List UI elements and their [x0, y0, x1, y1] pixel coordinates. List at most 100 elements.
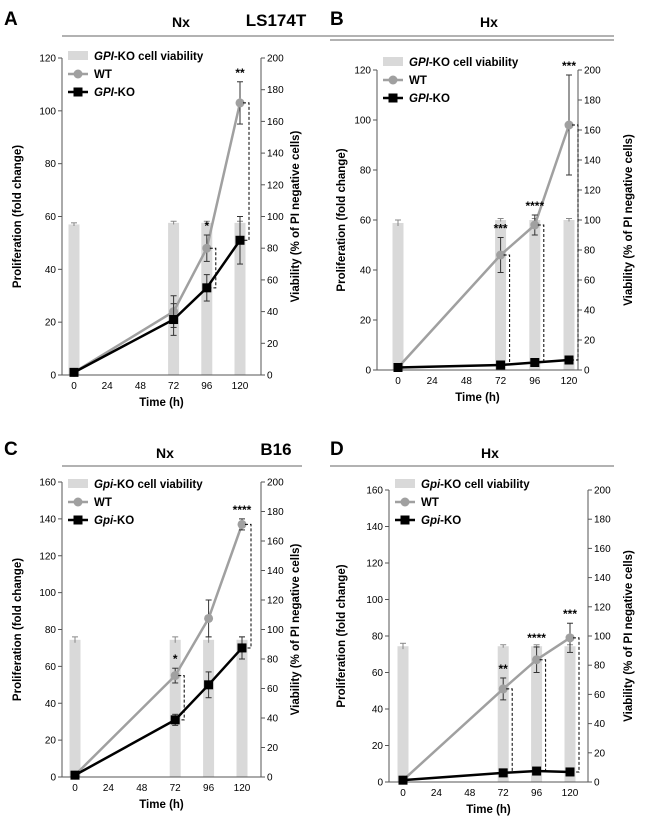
y-tick-label: 20 [45, 736, 57, 747]
ko-point [70, 770, 80, 780]
y-tick-label: 120 [366, 559, 383, 570]
y-tick-label: 160 [366, 486, 383, 497]
viability-bar [69, 639, 81, 777]
significance-label: ** [235, 66, 245, 80]
y2-tick-label: 200 [267, 54, 284, 65]
y-tick-label: 20 [360, 316, 372, 327]
y2-tick-label: 200 [584, 66, 601, 77]
legend-bars-label: GPI-KO cell viability [409, 57, 519, 69]
y-tick-label: 120 [354, 66, 371, 77]
y-axis-title: Proliferation (fold change) [336, 148, 348, 291]
y-tick-label: 40 [45, 699, 57, 710]
legend-ko-label: Gpi-KO [94, 515, 134, 527]
ko-line [74, 647, 243, 777]
y2-tick-label: 40 [267, 714, 279, 725]
y2-axis-title: Viability (% of PI negative cells) [290, 543, 302, 715]
y2-tick-label: 180 [267, 85, 284, 96]
viability-bar [203, 639, 215, 777]
viability-bar [169, 639, 181, 777]
y2-tick-label: 60 [594, 690, 606, 701]
significance-bracket [537, 224, 545, 363]
legend-gene-name: GPI [94, 51, 115, 63]
y-tick-label: 0 [377, 778, 383, 789]
legend-wt-label: WT [409, 75, 427, 87]
y-tick-label: 40 [360, 266, 372, 277]
y2-tick-label: 0 [594, 778, 600, 789]
y-tick-label: 100 [39, 588, 56, 599]
y2-tick-label: 100 [594, 632, 611, 643]
ko-line [397, 358, 570, 369]
significance-bracket [503, 254, 511, 366]
wt-point [565, 633, 575, 643]
condition-label: Nx [172, 14, 190, 30]
condition-label: Hx [481, 445, 499, 461]
y-tick-label: 160 [39, 478, 56, 489]
condition-label: Hx [480, 14, 498, 30]
y2-tick-label: 0 [267, 371, 273, 382]
viability-bar [397, 646, 409, 782]
ko-line [402, 769, 571, 782]
x-tick-label: 0 [395, 376, 401, 387]
ko-point [565, 767, 575, 777]
viability-bar [564, 646, 576, 782]
y2-tick-label: 20 [594, 748, 606, 759]
significance-label: *** [562, 59, 576, 73]
x-tick-label: 48 [461, 376, 473, 387]
y2-tick-label: 160 [267, 537, 284, 548]
y-tick-label: 80 [360, 166, 372, 177]
viability-bar [497, 646, 509, 782]
ko-point [530, 358, 540, 367]
y-axis-title: Proliferation (fold change) [12, 558, 24, 701]
wt-point [498, 684, 508, 694]
y2-tick-label: 200 [594, 486, 611, 497]
x-tick-label: 96 [531, 788, 543, 799]
x-tick-label: 96 [529, 376, 541, 387]
y2-tick-label: 200 [267, 478, 284, 489]
legend-ko-marker [73, 515, 83, 525]
ko-point [532, 766, 542, 776]
x-tick-label: 0 [72, 783, 78, 794]
viability-bar [392, 223, 404, 370]
x-tick-label: 48 [464, 788, 476, 799]
y2-tick-label: 40 [594, 719, 606, 730]
panel-letter: D [330, 439, 344, 460]
legend-bars-label: Gpi-KO cell viability [94, 479, 203, 491]
y2-axis-title: Viability (% of PI negative cells) [623, 134, 635, 306]
y-axis-title: Proliferation (fold change) [336, 564, 348, 707]
legend-bar-swatch [383, 57, 403, 66]
y-tick-label: 80 [372, 632, 384, 643]
legend-ko-marker [400, 515, 410, 525]
legend-wt-marker [388, 75, 398, 85]
wt-point [564, 120, 574, 130]
cell-line-title-ls174t: LS174T [246, 11, 307, 30]
significance-bracket [243, 102, 250, 241]
wt-point [496, 250, 506, 260]
viability-bar [68, 224, 80, 375]
wt-line [402, 636, 571, 782]
y-tick-label: 20 [45, 318, 57, 329]
significance-label: **** [233, 503, 252, 517]
x-tick-label: 24 [103, 783, 115, 794]
legend-gene-name: Gpi [94, 515, 114, 527]
legend-wt-marker [73, 69, 83, 79]
viability-bar [531, 646, 543, 782]
y-tick-label: 60 [45, 662, 57, 673]
panel-letter: C [4, 439, 18, 460]
y2-tick-label: 80 [267, 655, 279, 666]
y2-tick-label: 100 [584, 216, 601, 227]
legend-wt-marker [400, 497, 410, 507]
legend-ko-label: GPI-KO [94, 87, 135, 99]
y2-tick-label: 180 [594, 515, 611, 526]
significance-label: *** [494, 222, 508, 236]
wt-point [530, 220, 540, 230]
y-tick-label: 100 [39, 106, 56, 117]
legend-bars-label: Gpi-KO cell viability [421, 479, 530, 491]
significance-bracket [209, 247, 217, 289]
x-axis-title: Time (h) [139, 397, 184, 409]
wt-line [74, 523, 244, 777]
x-tick-label: 96 [203, 783, 215, 794]
panel-a: A Nx 0 20 40 60 80 100 120 0 20 40 60 80 100 120 140 160 1… [4, 9, 614, 409]
legend-wt-label: WT [421, 497, 439, 509]
y-tick-label: 20 [372, 741, 384, 752]
